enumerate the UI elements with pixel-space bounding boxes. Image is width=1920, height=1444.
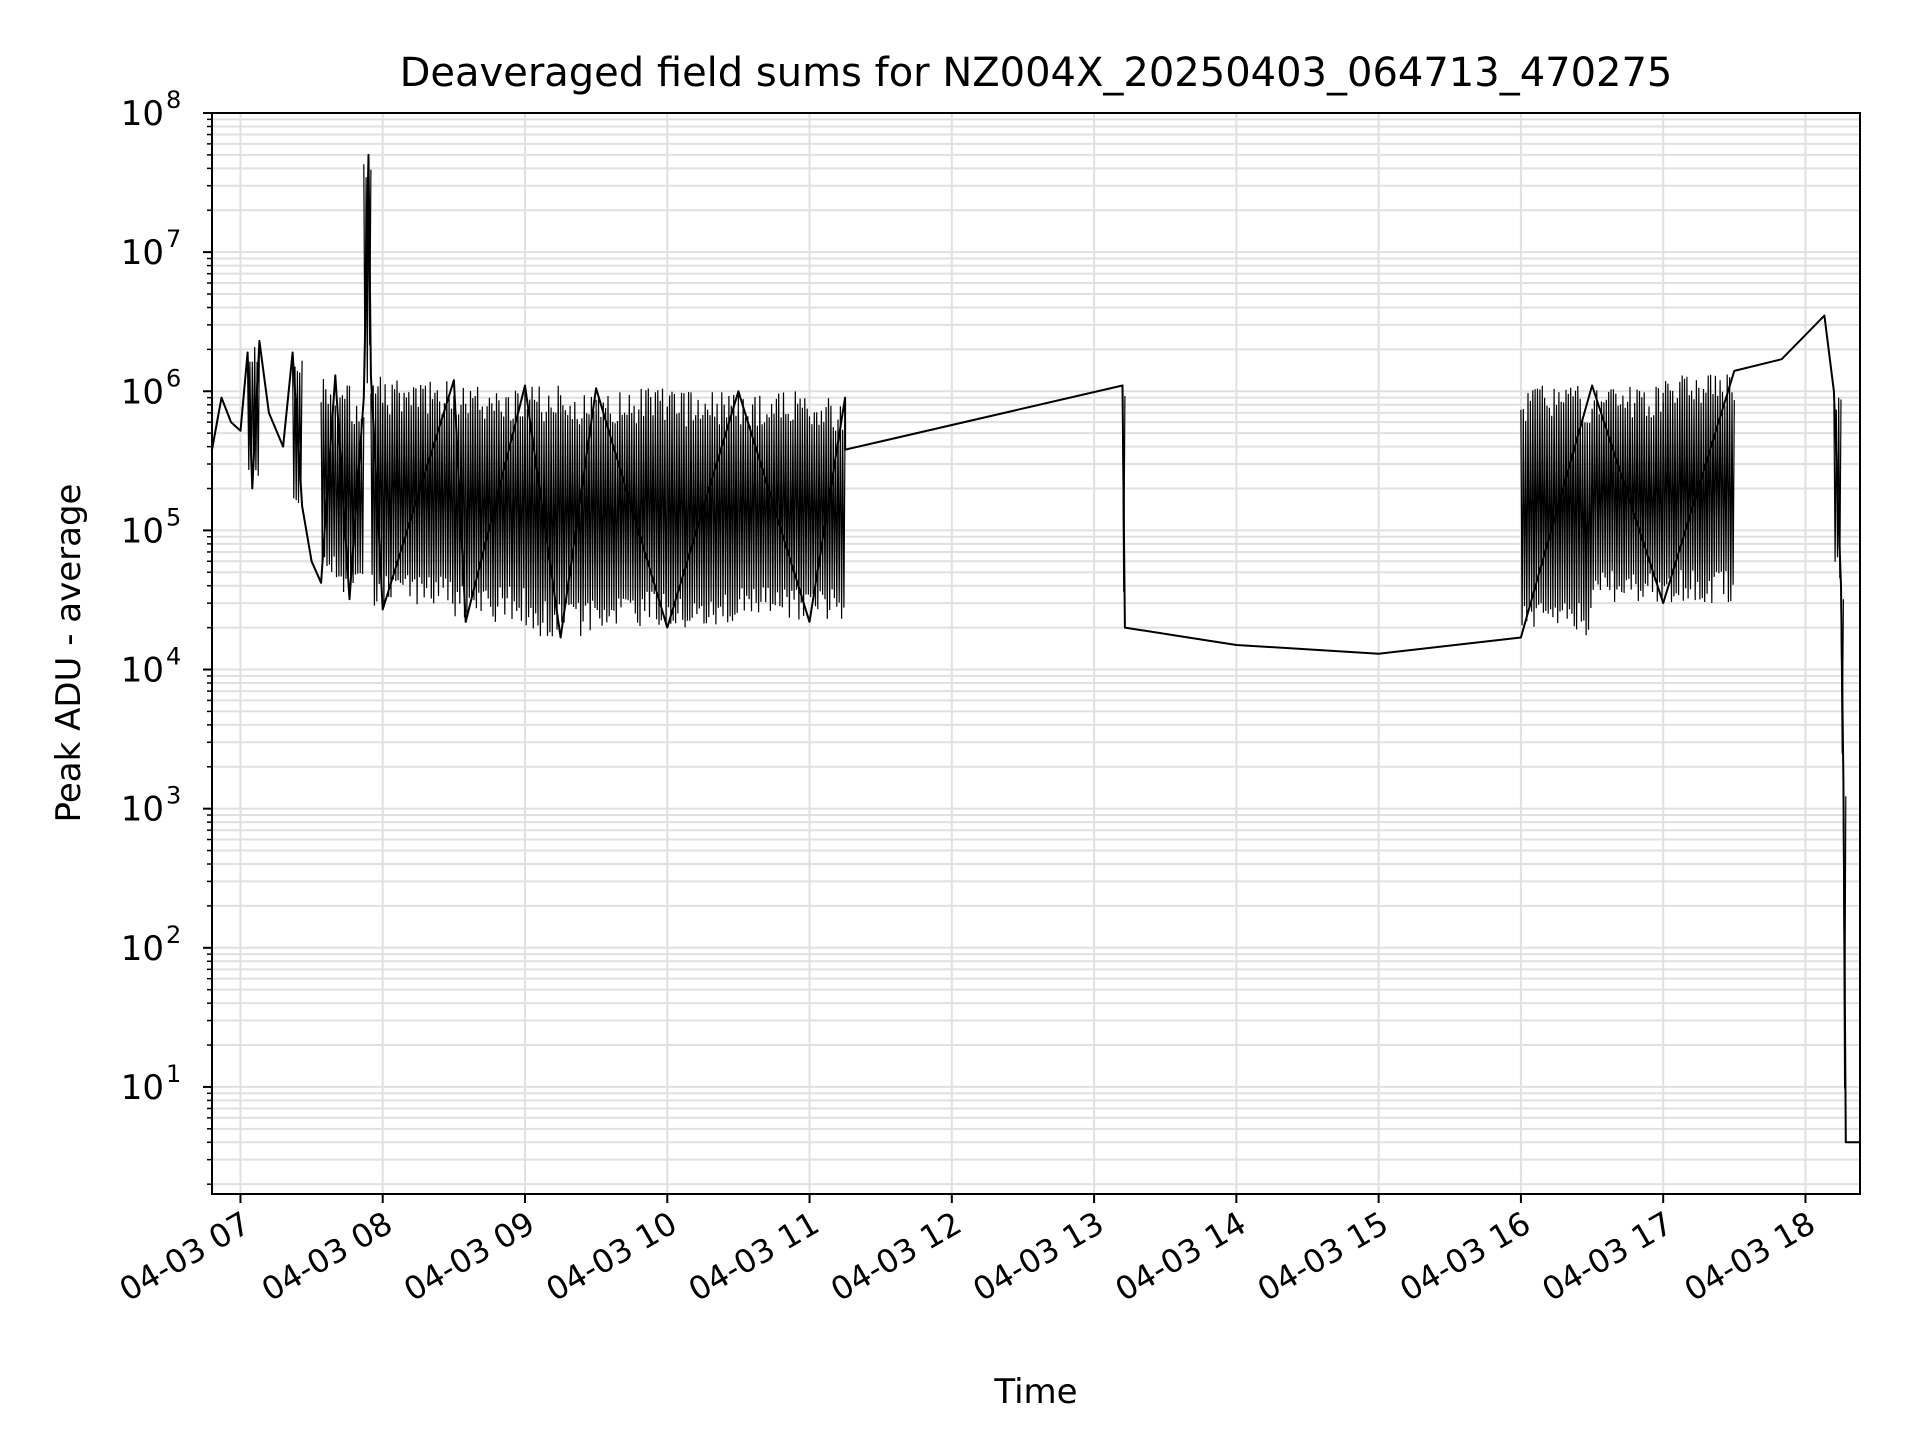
y-tick-label-exponent: 2 (166, 921, 181, 949)
series-segment (292, 360, 303, 504)
series-segment (1520, 385, 1593, 636)
series-segment (348, 401, 365, 584)
y-tick-label-exponent: 3 (166, 782, 181, 810)
series-segment (1121, 389, 1126, 592)
series-segment (595, 388, 668, 627)
y-tick-label-exponent: 1 (166, 1060, 181, 1088)
y-tick-label: 10 (121, 929, 164, 969)
y-tick-label-exponent: 8 (166, 86, 181, 114)
y-tick-label-exponent: 6 (166, 364, 181, 392)
series-segment (465, 386, 526, 622)
y-tick-label-exponent: 5 (166, 503, 181, 531)
y-tick-label: 10 (121, 1068, 164, 1108)
series-oscillation (247, 157, 1847, 1089)
series-segment (1840, 599, 1844, 754)
series-segment (320, 378, 336, 572)
series-segment (247, 361, 253, 471)
series-segment (251, 344, 260, 476)
data-layer (211, 153, 1860, 1144)
y-tick-label: 10 (121, 511, 164, 551)
series-segment (334, 385, 351, 593)
x-axis-label: Time (993, 1372, 1077, 1412)
y-tick-label: 10 (121, 651, 164, 691)
plot-frame (211, 112, 1861, 1195)
series-segment (370, 376, 384, 606)
series-segment (1842, 796, 1847, 1089)
series-segment (808, 398, 846, 619)
y-tick-label: 10 (121, 233, 164, 273)
series-segment (367, 167, 372, 346)
series-segment (1662, 374, 1735, 604)
series-segment (666, 391, 739, 628)
y-axis-label: Peak ADU - average (49, 484, 89, 823)
y-tick-label: 10 (121, 94, 164, 134)
series-segment (560, 395, 597, 637)
series-segment (382, 380, 455, 608)
y-tick-label-exponent: 4 (166, 643, 181, 671)
series-segment (453, 387, 467, 618)
series-segment (1591, 386, 1664, 603)
chart-title: Deaveraged field sums for NZ004X_2025040… (400, 50, 1673, 96)
series-segment (1833, 397, 1842, 579)
y-tick-label: 10 (121, 790, 164, 830)
series-segment (524, 385, 562, 637)
series-segment (737, 391, 811, 620)
y-tick-label-exponent: 7 (166, 225, 181, 253)
y-tick-label: 10 (121, 372, 164, 412)
series-segment (363, 157, 370, 384)
